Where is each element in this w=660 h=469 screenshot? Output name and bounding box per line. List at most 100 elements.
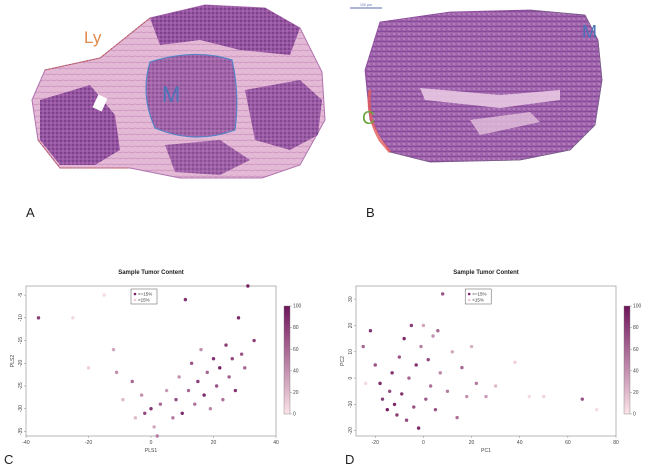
data-point	[436, 329, 440, 333]
data-point	[409, 323, 414, 328]
data-point	[455, 415, 459, 420]
x-tick-label: -40	[22, 440, 29, 446]
colorbar	[283, 305, 291, 415]
legend-entry: >=15%	[472, 292, 486, 297]
y-tick-label: -20	[18, 359, 24, 366]
data-point	[385, 407, 389, 412]
chart-d: Sample Tumor Content -20 0 20 40 60 80 30 20 10 0-…	[330, 262, 660, 469]
tissue-b-light-band	[420, 88, 560, 108]
label-c: C	[362, 108, 375, 128]
tissue-a-dark-right	[245, 80, 322, 150]
y-tick-label: 10	[348, 349, 354, 355]
legend-entry: <15%	[138, 298, 150, 303]
data-point	[395, 413, 399, 417]
data-point	[404, 418, 409, 422]
data-point	[177, 375, 181, 379]
data-point	[174, 397, 178, 402]
data-point	[493, 384, 498, 388]
data-point	[424, 397, 428, 401]
colorbar-tick-label: 20	[293, 390, 299, 396]
data-point	[542, 394, 546, 399]
hole-a	[92, 94, 108, 112]
data-point	[230, 357, 234, 361]
colorbar-tick-label: 0	[293, 412, 296, 418]
data-point	[419, 344, 423, 349]
data-point	[400, 392, 404, 396]
y-tick-label: 20	[348, 322, 354, 328]
y-tick-label: -30	[18, 405, 24, 412]
data-point	[363, 381, 368, 386]
data-point	[421, 323, 426, 328]
data-point	[580, 397, 584, 401]
tissue-b	[364, 9, 603, 163]
data-point	[484, 394, 488, 399]
data-point	[465, 394, 469, 399]
colorbar	[623, 305, 631, 415]
data-point	[152, 425, 156, 429]
colorbar-tick-label: 0	[633, 412, 636, 418]
data-point	[460, 365, 464, 370]
y-axis-label: PLS2	[10, 355, 16, 367]
data-point	[130, 379, 134, 384]
tissue-b-light-band-2	[470, 112, 540, 135]
data-point	[397, 355, 402, 359]
x-axis-label: PLS1	[145, 448, 157, 454]
x-tick-label: 60	[565, 440, 571, 446]
y-tick-label: -25	[18, 382, 24, 389]
chart-d-svg: Sample Tumor Content-20 0 20 40 60 803020100-…	[340, 270, 642, 454]
data-point	[243, 366, 247, 370]
data-point	[527, 394, 532, 399]
data-point	[139, 393, 144, 397]
y-tick-label: -10	[348, 401, 354, 408]
data-point	[233, 388, 238, 393]
data-point	[221, 397, 225, 402]
colorbar-tick-label: 100	[633, 304, 642, 310]
x-tick-label: 40	[273, 440, 279, 446]
y-tick-label: 0	[348, 376, 354, 379]
y-tick-label: -5	[18, 293, 24, 298]
data-point	[402, 336, 406, 341]
x-tick-label: 20	[211, 440, 217, 446]
colorbar-tick-label: 20	[633, 390, 639, 396]
x-tick-label: 80	[613, 440, 619, 446]
tissue-a-dark-top	[150, 5, 300, 55]
capsule-b	[367, 89, 392, 153]
y-tick-label: -10	[18, 314, 24, 321]
data-point	[595, 407, 599, 412]
tumor-outline-a	[145, 53, 238, 138]
data-point	[388, 389, 392, 393]
legend-box	[464, 288, 492, 305]
data-point	[407, 376, 411, 380]
data-point	[143, 411, 147, 415]
micrograph-b-svg: 100 µm	[350, 3, 603, 163]
data-point	[438, 371, 442, 375]
legend-box	[130, 288, 158, 305]
chart-c-svg: Sample Tumor Content -40 -20 0 20 40 -5 -10 -15 -…	[10, 270, 302, 454]
panel-label-b: B	[366, 205, 375, 220]
data-point	[171, 416, 175, 420]
data-point	[199, 347, 203, 352]
colorbar-tick-label: 40	[293, 368, 299, 374]
data-point	[155, 434, 159, 438]
data-point	[450, 350, 454, 354]
data-point	[218, 366, 222, 370]
tumor-region-a	[146, 54, 237, 138]
legend-entry: <15%	[472, 298, 484, 303]
x-tick-label: -20	[372, 440, 379, 446]
y-tick-label: 30	[348, 296, 354, 302]
x-tick-label: 40	[517, 440, 523, 446]
label-m-a: M	[162, 82, 181, 107]
panel-label-c: C	[4, 452, 14, 467]
ly-outline-a	[37, 17, 151, 169]
legend-marker	[467, 298, 471, 302]
tissue-a-dark-bottom	[165, 140, 250, 175]
x-axis-label: PC1	[481, 448, 491, 454]
plot-frame	[25, 285, 277, 437]
data-point	[196, 379, 200, 384]
colorbar-tick-label: 40	[633, 368, 639, 374]
legend-marker	[467, 292, 471, 296]
legend-marker	[133, 298, 137, 302]
data-point	[252, 338, 256, 343]
data-point	[431, 334, 435, 338]
legend-marker	[133, 292, 137, 296]
